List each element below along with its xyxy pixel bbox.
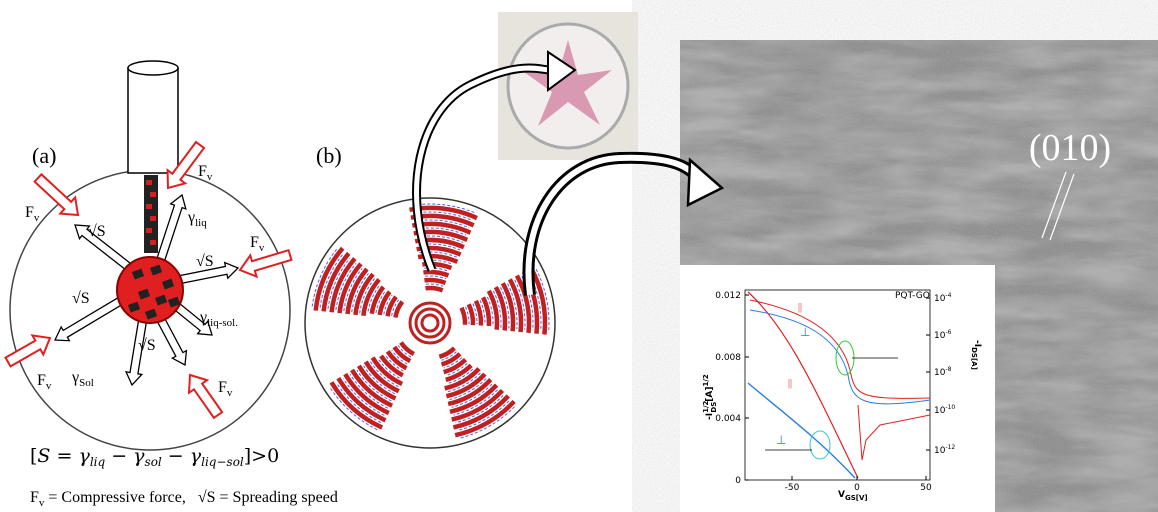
tick-exp: -4 [945, 292, 951, 299]
tick-base: 10 [934, 406, 946, 416]
layout: (010) 0.0120.0080.004010-410-610-810-101… [6, 12, 1158, 512]
left-tick-label: 0.008 [715, 353, 741, 363]
eq-part: = [50, 445, 78, 467]
panel-label: (a) [32, 143, 56, 168]
legend-part: √S [198, 489, 216, 506]
syringe [128, 68, 178, 173]
y-label-unit-sup: 1/2 [702, 374, 710, 386]
symbol: γ [71, 369, 79, 386]
left-tick-label: 0.012 [715, 291, 741, 301]
subscript: v [34, 212, 40, 224]
tick-base: 10 [934, 331, 946, 341]
eq-sub: liq−sol [201, 455, 244, 469]
y-label-main: -I [705, 413, 715, 420]
y2-label-main: -I [972, 340, 982, 347]
x-label-sub: GS[V] [845, 494, 868, 502]
spread-label: √S [196, 253, 214, 270]
symbol: γ [199, 309, 207, 326]
legend-part: = Compressive force, [44, 489, 185, 506]
x-tick-label: 50 [920, 483, 932, 493]
symbol: F [37, 372, 46, 389]
x-tick-label: 0 [854, 483, 860, 493]
tick-exp: -10 [945, 404, 955, 411]
subscript: liq-sol. [207, 317, 238, 329]
symbol: F [250, 234, 259, 251]
dot [150, 240, 156, 245]
tick-exp: -6 [945, 329, 951, 336]
dot [150, 216, 156, 221]
dot [146, 180, 152, 185]
stripe [425, 288, 442, 290]
eq-sub: sol [145, 455, 162, 469]
curve-label: ⊥ [776, 433, 786, 447]
legend: Fv = Compressive force,√S = Spreading sp… [30, 489, 338, 509]
legend-part: = Spreading speed [216, 489, 338, 506]
symbol: F [25, 204, 34, 221]
symbol: F [198, 163, 207, 180]
spread-label: √S [88, 223, 106, 240]
syringe-top [128, 61, 178, 75]
subscript: v [227, 387, 233, 399]
eq-part: γ [133, 445, 145, 467]
eq-sub: liq [90, 455, 106, 469]
spread-label: √S [72, 290, 90, 307]
subscript: v [259, 242, 265, 254]
symbol: γ [187, 209, 195, 226]
eq-part: − [162, 445, 190, 467]
tick-exp: -12 [945, 444, 955, 451]
y-label-sub: DS [710, 402, 718, 413]
spread-label: √S [138, 337, 156, 354]
subscript: liq [195, 217, 207, 229]
dot [150, 192, 156, 197]
tem-label: (010) [1029, 127, 1111, 169]
legend-part: F [30, 489, 39, 506]
eq-part: [ [30, 445, 37, 467]
dot [146, 204, 152, 209]
y-label-unit: [A] [705, 387, 715, 402]
arrow-fill [528, 158, 700, 295]
force-label: Fv [25, 204, 40, 224]
tick-base: 10 [934, 294, 946, 304]
subscript: Sol [79, 377, 94, 389]
curve-label: || [798, 302, 802, 313]
curve-label: ⊥ [800, 325, 810, 339]
inset-title: PQT-GO [895, 291, 930, 301]
eq-part: γ [190, 445, 202, 467]
arrow-outline [528, 158, 700, 295]
dot [146, 228, 152, 233]
x-label-main: V [838, 490, 845, 500]
symbol: F [218, 379, 227, 396]
tick-base: 10 [934, 368, 946, 378]
figure: (010) 0.0120.0080.004010-410-610-810-101… [0, 0, 1158, 512]
eq-part: S [37, 445, 50, 467]
eq-part: ]>0 [244, 445, 279, 467]
x-tick-label: -50 [785, 483, 800, 493]
tick-base: 10 [934, 446, 946, 456]
subscript: v [207, 171, 213, 183]
tick-exp: -8 [945, 366, 951, 373]
panel-label: (b) [316, 143, 342, 168]
eq-part: γ [78, 445, 90, 467]
left-tick-label: 0.004 [715, 414, 741, 424]
subscript: v [46, 380, 52, 392]
left-tick-label: 0 [735, 476, 741, 486]
curve-label: || [788, 378, 792, 389]
eq-part: − [105, 445, 133, 467]
y2-label-sub: DS[A] [970, 347, 978, 370]
inset [680, 265, 995, 512]
